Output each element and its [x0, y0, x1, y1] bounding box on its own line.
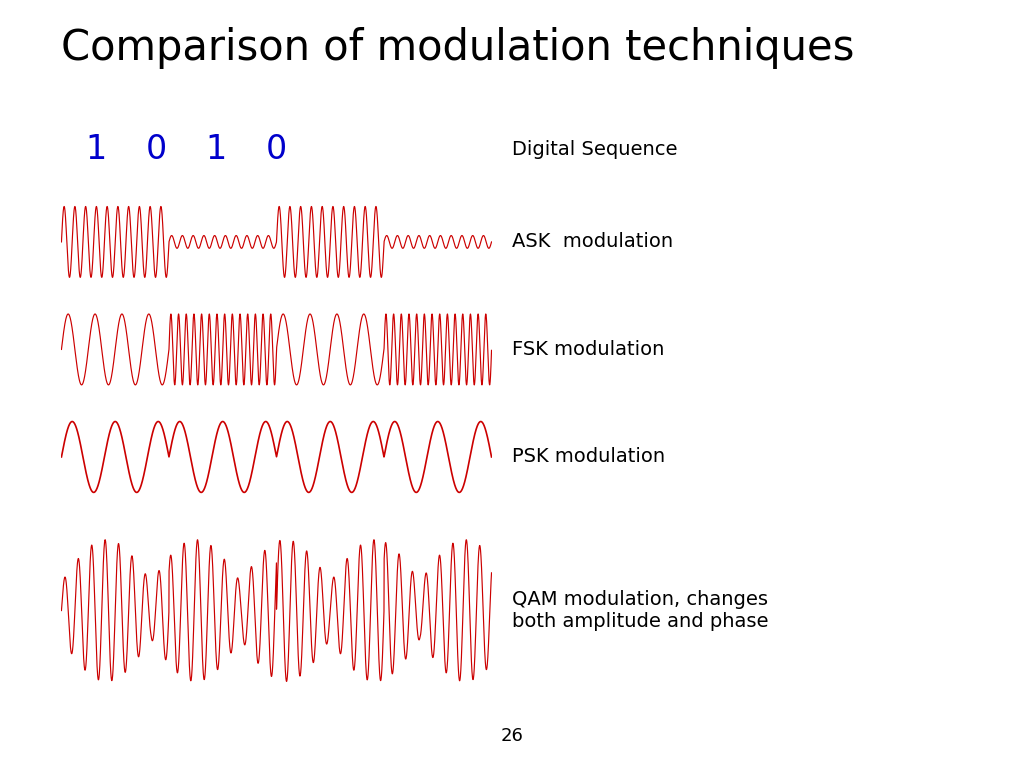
Text: 1: 1	[206, 134, 227, 166]
Text: 26: 26	[501, 727, 523, 745]
Text: 1: 1	[85, 134, 106, 166]
Text: Comparison of modulation techniques: Comparison of modulation techniques	[61, 27, 855, 69]
Text: Digital Sequence: Digital Sequence	[512, 141, 678, 159]
Text: FSK modulation: FSK modulation	[512, 340, 665, 359]
Text: PSK modulation: PSK modulation	[512, 448, 666, 466]
Text: 0: 0	[266, 134, 287, 166]
Text: ASK  modulation: ASK modulation	[512, 233, 673, 251]
Text: 0: 0	[145, 134, 167, 166]
Text: QAM modulation, changes
both amplitude and phase: QAM modulation, changes both amplitude a…	[512, 590, 768, 631]
